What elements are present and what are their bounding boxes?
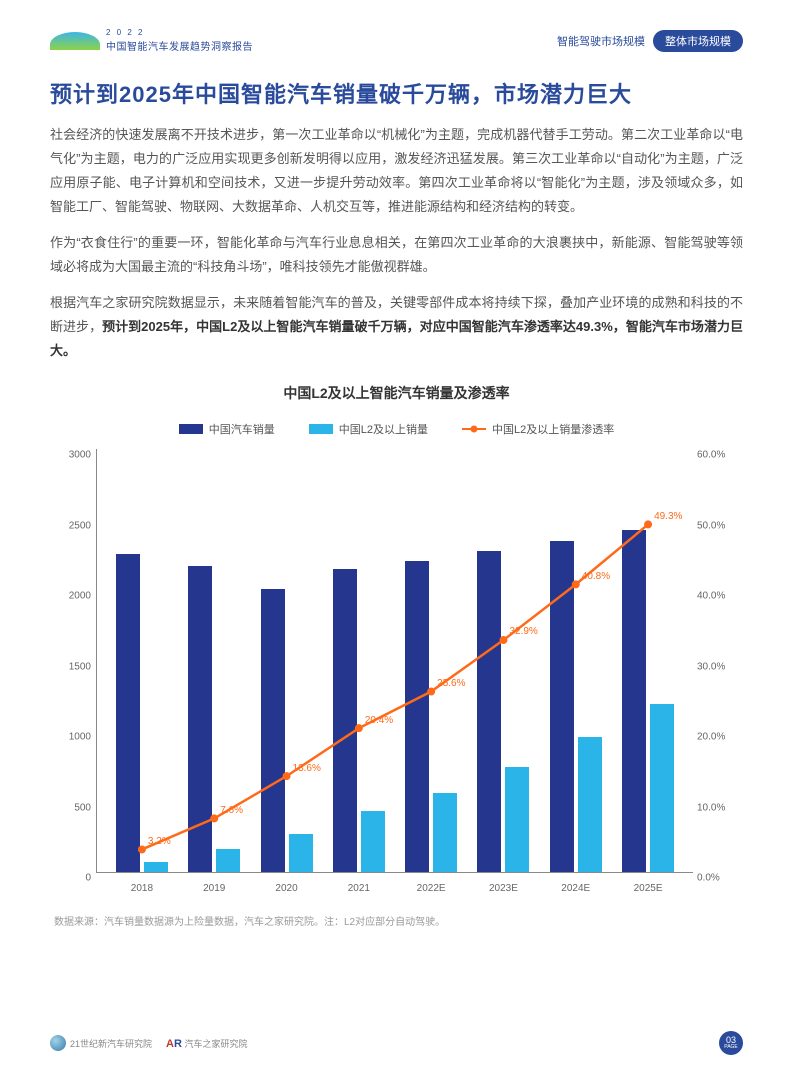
bar-total [622,530,646,873]
x-tick: 2018 [112,883,172,894]
legend-label-2: 中国L2及以上销量 [339,421,428,437]
header-subnav: 智能驾驶市场规模 [557,33,645,49]
header-logo: 2 0 2 2 中国智能汽车发展趋势洞察报告 [50,28,253,53]
logo-icon [50,32,100,50]
x-tick: 2023E [473,883,533,894]
y-right-tick: 40.0% [697,591,737,602]
x-tick: 2021 [329,883,389,894]
bar-total [550,541,574,872]
legend-label-1: 中国汽车销量 [209,421,275,437]
y-left-tick: 0 [57,873,91,884]
bar-total [116,554,140,873]
line-data-label: 40.8% [582,571,610,582]
paragraph-2: 作为“衣食住行”的重要一环，智能化革命与汽车行业息息相关，在第四次工业革命的大浪… [50,231,743,279]
y-right-tick: 50.0% [697,520,737,531]
line-data-label: 49.3% [654,511,682,522]
bar-group [550,541,602,872]
line-data-label: 7.6% [220,805,243,816]
chart: 0 500 1000 1500 2000 2500 3000 0.0% 10.0% 20.0% 30… [56,449,737,899]
para3-bold: 预计到2025年，中国L2及以上智能汽车销量破千万辆，对应中国智能汽车渗透率达4… [50,319,743,358]
bar-l2 [216,849,240,872]
bar-total [333,569,357,872]
bar-l2 [650,704,674,873]
chart-title: 中国L2及以上智能汽车销量及渗透率 [50,383,743,403]
x-tick: 2019 [184,883,244,894]
y-left-tick: 500 [57,802,91,813]
bar-total [188,566,212,872]
footer-logo-2: AR 汽车之家研究院 [166,1037,247,1050]
bar-l2 [361,811,385,873]
bar-group [188,566,240,872]
chart-legend: 中国汽车销量 中国L2及以上销量 中国L2及以上销量渗透率 [50,421,743,437]
bar-total [261,589,285,872]
bar-group [622,530,674,873]
x-tick: 2024E [546,883,606,894]
y-left-tick: 1500 [57,661,91,672]
legend-swatch-1 [179,424,203,434]
y-left-tick: 2000 [57,591,91,602]
footer: 21世纪新汽车研究院 AR 汽车之家研究院 03 PAGE [50,1031,743,1055]
bar-l2 [505,767,529,873]
chart-source: 数据来源：汽车销量数据源为上险量数据，汽车之家研究院。注：L2对应部分自动驾驶。 [50,913,743,928]
y-left-tick: 3000 [57,450,91,461]
header-badge: 整体市场规模 [653,30,743,52]
y-right-tick: 10.0% [697,802,737,813]
bar-group [116,554,168,873]
bar-l2 [433,793,457,873]
y-right-tick: 60.0% [697,450,737,461]
legend-item-1: 中国汽车销量 [179,421,275,437]
legend-swatch-3 [462,428,486,430]
bar-l2 [578,737,602,872]
bar-total [477,551,501,872]
legend-label-3: 中国L2及以上销量渗透率 [492,421,614,437]
bar-l2 [289,834,313,872]
y-right-tick: 30.0% [697,661,737,672]
line-data-label: 20.4% [365,715,393,726]
page-number: 03 PAGE [719,1031,743,1055]
bar-group [261,589,313,872]
header: 2 0 2 2 中国智能汽车发展趋势洞察报告 智能驾驶市场规模 整体市场规模 [50,28,743,53]
y-right-tick: 20.0% [697,732,737,743]
bar-group [477,551,529,872]
legend-swatch-2 [309,424,333,434]
page-title: 预计到2025年中国智能汽车销量破千万辆，市场潜力巨大 [50,77,743,109]
globe-icon [50,1035,66,1051]
bar-group [405,561,457,873]
report-name: 中国智能汽车发展趋势洞察报告 [106,38,253,53]
line-data-label: 32.9% [509,626,537,637]
y-left-tick: 1000 [57,732,91,743]
line-data-label: 3.2% [148,836,171,847]
footer-logo-1: 21世纪新汽车研究院 [50,1035,152,1051]
legend-item-3: 中国L2及以上销量渗透率 [462,421,614,437]
bar-total [405,561,429,873]
line-data-label: 25.6% [437,678,465,689]
paragraph-3: 根据汽车之家研究院数据显示，未来随着智能汽车的普及，关键零部件成本将持续下探，叠… [50,291,743,363]
x-tick: 2022E [401,883,461,894]
x-tick: 2025E [618,883,678,894]
bar-l2 [144,862,168,872]
y-right-tick: 0.0% [697,873,737,884]
legend-item-2: 中国L2及以上销量 [309,421,428,437]
x-tick: 2020 [257,883,317,894]
y-left-tick: 2500 [57,520,91,531]
paragraph-1: 社会经济的快速发展离不开技术进步，第一次工业革命以“机械化”为主题，完成机器代替… [50,123,743,219]
report-year: 2 0 2 2 [106,28,253,37]
line-data-label: 13.6% [293,763,321,774]
